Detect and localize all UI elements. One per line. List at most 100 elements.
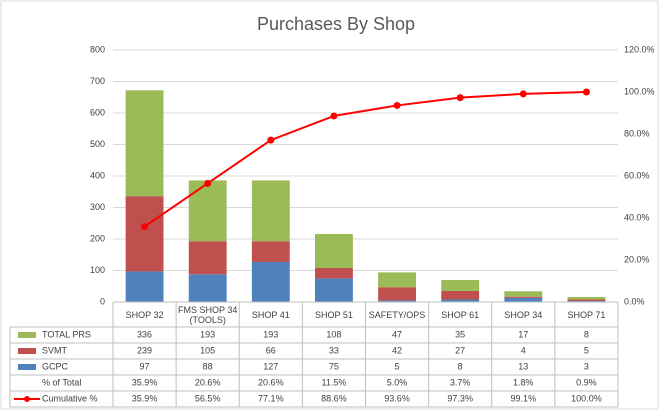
y-tick-label: 0 [100,296,105,306]
x-tick-label: SHOP 51 [315,309,353,320]
legend-label: Cumulative % [42,393,98,403]
line-marker [267,136,275,144]
legend-key [18,332,36,338]
category-cell: SHOP 41 [251,309,290,320]
bar-segment [504,296,543,298]
x-tick-label: FMS SHOP 34 (TOOLS) [178,304,238,325]
bar-segment [125,90,164,197]
bar-segment [125,196,164,272]
line-marker [330,112,338,120]
legend-label: SVMT [42,345,68,355]
table-cell: 127 [263,361,278,371]
table-cell: 97.3% [447,393,473,403]
table-cell: 35 [455,329,465,339]
line-marker [582,88,590,96]
x-tick-label: SHOP 34 [504,309,543,320]
table-cell: 1.8% [513,377,534,387]
table-cell: 193 [263,329,278,339]
table-cell: 33 [329,345,339,355]
y-tick-label: 100 [90,265,105,275]
table-cell: 5 [584,345,589,355]
table-cell: 8 [458,361,463,371]
x-tick-label: SHOP 41 [251,309,290,320]
y2-tick-label: 20.0% [624,254,650,264]
y2-tick-label: 80.0% [624,128,650,138]
line [143,91,587,228]
table-cell: 66 [266,345,276,355]
table-cell: 336 [137,329,152,339]
legend-label: % of Total [42,377,81,387]
table-cell: 239 [137,345,152,355]
line-marker [456,94,464,102]
bar-segment [251,261,290,302]
category-cell: SHOP 34 [504,309,543,320]
y2-tick-label: 0.0% [624,296,645,306]
y2-tick-label: 120.0% [624,44,655,54]
bar-segment [378,287,416,301]
table-cell: 93.6% [384,393,410,403]
category-cell: SHOP 32 [126,310,164,320]
bar-segment [504,291,543,297]
table-cell: 17 [518,329,528,339]
bar-segment [441,290,480,300]
table-cell: 5.0% [387,377,408,387]
line-marker [393,101,401,109]
bar-segment [504,297,543,302]
table-cell: 20.6% [258,377,284,387]
table-cell: 97 [140,361,150,371]
table-cell: 105 [200,345,215,355]
bar-segment [441,279,480,291]
line-marker [204,179,212,187]
bar-segment [188,241,227,275]
table-cell: 5 [395,361,400,371]
table-cell: 56.5% [195,393,221,403]
y-tick-label: 200 [90,233,105,243]
table-cell: 100.0% [571,393,602,403]
y-tick-label: 600 [90,107,105,117]
bar-segment [251,180,290,242]
bar-segment [315,278,353,302]
legend-key [18,348,36,354]
bar-segment [315,267,353,279]
y-tick-label: 400 [90,170,105,180]
y-tick-label: 800 [90,44,105,54]
y-tick-label: 500 [90,139,105,149]
legend-label: GCPC [42,361,69,371]
table-cell: 3.7% [450,377,471,387]
table-cell: 35.9% [132,393,158,403]
table-cell: 88 [203,361,213,371]
y2-tick-label: 100.0% [624,86,655,96]
y2-tick-label: 60.0% [624,170,650,180]
line-marker [141,223,149,231]
y-tick-label: 700 [90,76,105,86]
table-cell: 77.1% [258,393,284,403]
table-cell: 47 [392,329,402,339]
table-cell: 27 [455,345,465,355]
legend-key [18,364,36,370]
table-cell: 193 [200,329,215,339]
bar-segment [188,180,227,242]
bar-segment [378,272,416,288]
category-cell: SAFETY/OPS [368,309,426,320]
table-cell: 42 [392,345,402,355]
category-cell: SHOP 71 [567,309,606,320]
bar-segment [567,296,606,300]
table-cell: 35.9% [132,377,158,387]
chart-title: Purchases By Shop [257,14,415,34]
table-cell: 20.6% [195,377,221,387]
category-cell: FMS SHOP 34 (TOOLS) [178,304,238,325]
table-cell: 88.6% [321,393,347,403]
table-cell: 11.5% [322,377,347,387]
table-cell: 108 [326,329,341,339]
bar-segment [125,271,164,302]
x-tick-label: SAFETY/OPS [368,309,426,320]
category-cell: SHOP 51 [315,309,353,320]
legend-key [24,396,30,402]
table-cell: 8 [584,329,589,339]
legend-label: TOTAL PRS [42,329,91,339]
bar-segment [378,300,416,302]
x-tick-label: SHOP 71 [567,309,606,320]
bar-segment [567,299,606,302]
